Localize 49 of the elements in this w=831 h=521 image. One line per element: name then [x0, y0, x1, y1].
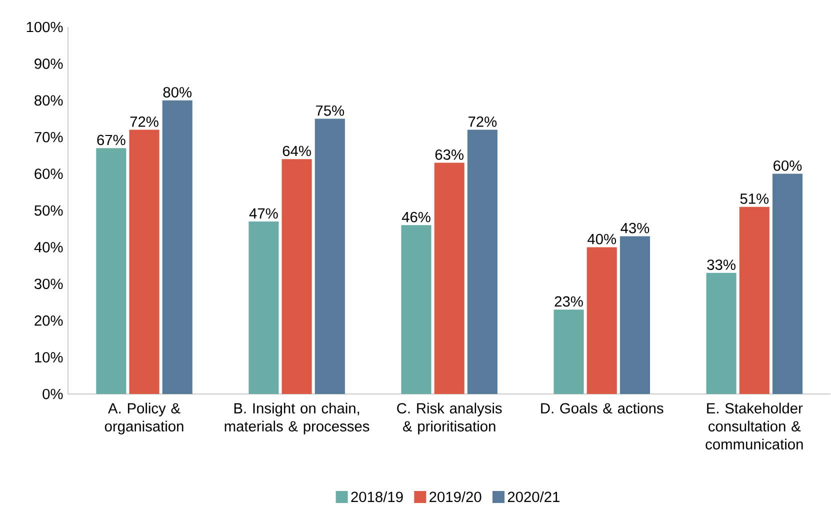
bar: [620, 236, 650, 394]
data-label: 75%: [316, 106, 344, 116]
bar: [467, 130, 498, 394]
bar: [129, 130, 160, 394]
y-tick-label: 100%: [26, 22, 63, 32]
data-label: 67%: [97, 134, 126, 146]
bar: [586, 247, 617, 394]
x-tick-label: A. Policy & organisation: [104, 402, 184, 434]
y-tick-label: 50%: [34, 205, 63, 216]
x-tick-label: B. Insight on chain, materials & processes: [224, 402, 370, 434]
data-label: 51%: [740, 194, 769, 204]
data-label: 23%: [554, 296, 583, 307]
x-tick-label: C. Risk analysis & prioritisation: [397, 402, 502, 434]
y-tick-label: 30%: [34, 278, 63, 290]
data-label: 33%: [707, 260, 736, 270]
y-tick-label: 90%: [34, 58, 63, 69]
data-label: 46%: [402, 212, 430, 222]
bar: [434, 162, 464, 394]
bar: [282, 159, 312, 394]
data-label: 63%: [435, 149, 464, 160]
data-label: 60%: [774, 160, 802, 171]
y-tick-label: 80%: [34, 95, 63, 106]
bar: [314, 118, 345, 394]
data-label: 80%: [163, 87, 192, 98]
y-tick-label: 10%: [35, 352, 63, 362]
y-tick-label: 40%: [34, 242, 63, 252]
x-tick-label: D. Goals & actions: [541, 402, 664, 414]
bar: [772, 174, 803, 394]
x-tick-label: E. Stakeholder consultation & communication: [706, 402, 803, 450]
data-label: 64%: [282, 146, 311, 156]
y-tick-label: 70%: [34, 132, 63, 142]
bar: [706, 272, 736, 394]
data-label: 40%: [588, 234, 616, 244]
data-label: 72%: [130, 116, 158, 127]
data-label: 72%: [468, 116, 497, 127]
legend-label: 2020/21: [508, 491, 560, 502]
bar: [739, 206, 770, 394]
bar: [162, 100, 192, 394]
data-label: 43%: [620, 222, 650, 234]
legend-label: 2018/19: [351, 491, 403, 502]
y-tick-label: 0%: [42, 388, 63, 400]
bar: [401, 225, 432, 394]
legend-label: 2019/20: [430, 491, 482, 502]
data-label: 47%: [249, 208, 278, 219]
bar: [96, 148, 126, 394]
y-tick-label: 60%: [34, 168, 63, 179]
bar: [248, 222, 279, 394]
bar: [554, 310, 584, 394]
y-tick-label: 20%: [34, 315, 63, 326]
